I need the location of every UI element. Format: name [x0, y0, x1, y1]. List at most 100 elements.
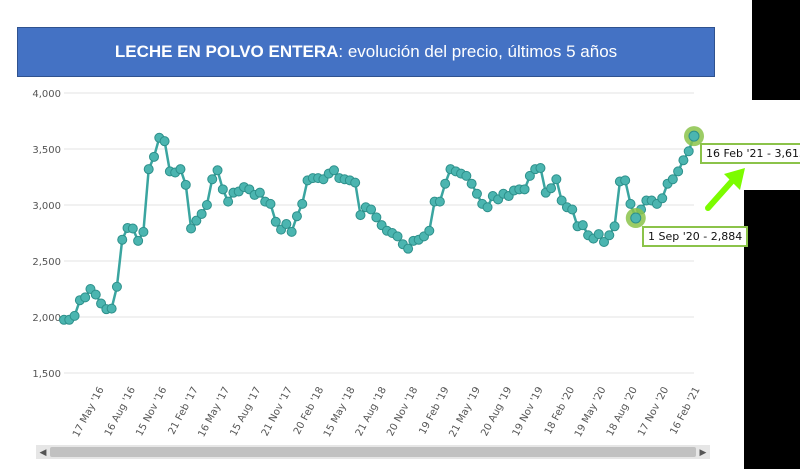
data-point [133, 235, 144, 246]
data-point [297, 198, 308, 209]
data-point [223, 196, 234, 207]
x-tick-label: 17 Nov '20 [636, 385, 671, 438]
data-point [471, 188, 482, 199]
data-point [667, 174, 678, 185]
data-point [159, 136, 170, 147]
data-point [254, 187, 265, 198]
data-point [546, 183, 557, 194]
data-point [329, 165, 339, 176]
data-point [599, 236, 609, 247]
data-point [673, 166, 684, 177]
x-tick-label: 19 Nov '19 [511, 385, 546, 438]
grid [64, 92, 694, 374]
data-point [138, 226, 149, 237]
highlight-point [630, 212, 642, 224]
y-tick-label: 1,500 [32, 369, 61, 380]
marker-layer [59, 131, 699, 325]
data-point [440, 178, 451, 189]
data-point [175, 164, 186, 175]
data-point [424, 225, 435, 236]
data-point [678, 155, 689, 166]
x-tick-label: 21 Aug '18 [354, 385, 389, 438]
y-tick-label: 2,000 [32, 313, 61, 324]
scroll-right-icon[interactable]: ▶ [699, 447, 707, 457]
data-point [482, 202, 493, 213]
x-tick-label: 20 Feb '18 [292, 385, 326, 436]
black-block-top [752, 0, 800, 100]
y-axis: 1,500 2,000 2,500 3,000 3,500 4,000 [32, 89, 61, 380]
data-point [111, 281, 122, 292]
data-point [80, 292, 91, 303]
data-point [212, 165, 223, 176]
chart-title-rest: : evolución del precio, últimos 5 años [338, 42, 618, 61]
arrow-shaft [705, 177, 736, 211]
data-point [281, 219, 292, 230]
callout-low-point: 1 Sep '20 - 2,884 [642, 226, 749, 247]
data-point [270, 216, 281, 227]
data-point [609, 221, 620, 232]
x-tick-label: 18 Feb '20 [543, 385, 577, 436]
data-point [434, 196, 445, 207]
y-tick-label: 3,000 [32, 201, 61, 212]
data-point [551, 174, 562, 185]
data-point [466, 178, 477, 189]
y-tick-label: 4,000 [32, 89, 61, 100]
data-point [196, 208, 207, 219]
chart-title-bold: LECHE EN POLVO ENTERA [114, 42, 339, 61]
data-point [371, 212, 382, 223]
data-point [567, 204, 578, 215]
arrow-layer [705, 168, 745, 211]
data-point [524, 170, 535, 181]
data-point [535, 163, 546, 174]
x-tick-label: 15 Aug '17 [228, 385, 263, 438]
data-point [143, 164, 154, 175]
data-point [106, 303, 117, 314]
scrollbar-thumb[interactable] [50, 447, 696, 457]
data-point [657, 193, 668, 204]
data-point [180, 179, 191, 190]
chart-title-bar: LECHE EN POLVO ENTERA: evolución del pre… [17, 27, 715, 77]
x-tick-label: 15 Nov '16 [134, 385, 169, 438]
data-point [604, 230, 615, 241]
data-point [201, 200, 212, 210]
data-point [186, 223, 197, 234]
data-point [149, 151, 159, 162]
black-block-bottom [744, 190, 800, 469]
data-point [90, 289, 101, 300]
data-point [461, 170, 472, 181]
x-tick-label: 15 May '18 [322, 385, 358, 439]
data-point [207, 174, 218, 185]
highlight-layer [625, 126, 704, 228]
data-point [355, 210, 366, 221]
x-tick-label: 16 Feb '21 [668, 385, 702, 436]
data-point [625, 198, 636, 209]
scroll-left-icon[interactable]: ◀ [39, 447, 47, 457]
data-point [392, 231, 403, 242]
data-point [191, 215, 202, 226]
data-point [286, 226, 297, 237]
x-tick-label: 16 May '17 [196, 385, 232, 439]
horizontal-scrollbar[interactable]: ◀ ▶ [36, 445, 710, 459]
data-point [366, 204, 377, 215]
data-point [127, 223, 138, 234]
x-tick-label: 21 May '19 [447, 385, 483, 439]
data-point [577, 220, 588, 231]
data-point [403, 243, 414, 254]
arrow-head-icon [724, 168, 745, 190]
data-point [556, 195, 567, 206]
data-point [291, 211, 302, 222]
x-tick-label: 20 Aug '19 [479, 385, 514, 438]
x-tick-label: 18 Aug '20 [605, 385, 640, 438]
data-point [265, 198, 276, 209]
data-point [117, 234, 128, 245]
data-point [683, 146, 694, 157]
x-tick-label: 17 May '16 [71, 385, 107, 439]
data-point [519, 184, 530, 195]
data-point [217, 184, 228, 195]
x-tick-label: 19 Feb '19 [417, 385, 451, 436]
x-tick-label: 21 Nov '17 [260, 385, 295, 438]
data-point [69, 310, 80, 321]
y-tick-label: 3,500 [32, 145, 61, 156]
